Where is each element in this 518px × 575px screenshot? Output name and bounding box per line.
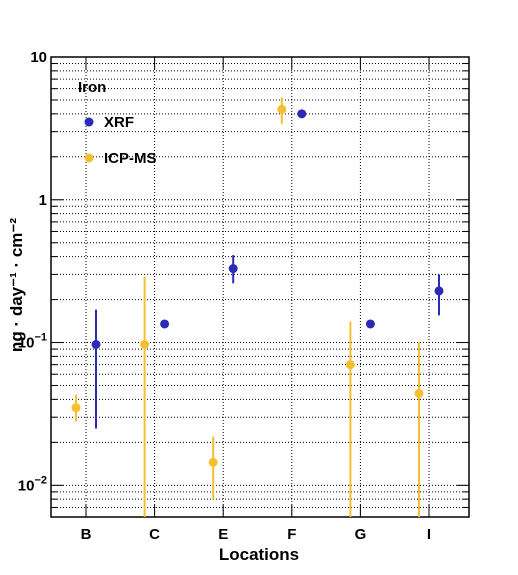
x-tick-label: C [149, 526, 160, 543]
x-tick-label: I [427, 526, 431, 543]
legend-marker-icp-ms [84, 153, 94, 163]
legend-title: Iron [78, 79, 106, 96]
x-tick-label: B [81, 526, 92, 543]
y-axis-tick-labels: 10−2 10−1 1 10 [18, 49, 47, 494]
data-point-icp-ms [140, 339, 150, 349]
x-tick-label: G [355, 526, 367, 543]
x-axis-title: Locations [219, 545, 299, 564]
data-point-xrf [365, 319, 375, 329]
data-point-xrf [160, 319, 170, 329]
data-series [71, 97, 444, 517]
data-point-xrf [228, 264, 238, 274]
x-tick-label: F [287, 526, 296, 543]
series-icp-ms [71, 97, 424, 517]
legend: Iron XRF ICP-MS [78, 79, 157, 167]
data-point-icp-ms [414, 388, 424, 398]
data-point-xrf [434, 286, 444, 296]
data-point-xrf [297, 109, 307, 119]
y-axis-title: ng · day⁻¹ · cm⁻² [7, 218, 26, 352]
legend-label-xrf: XRF [104, 114, 134, 131]
data-point-xrf [91, 339, 101, 349]
legend-label-icp-ms: ICP-MS [104, 150, 157, 167]
x-tick-label: E [218, 526, 228, 543]
y-tick-label: 10 [30, 49, 47, 66]
plot-frame [50, 56, 470, 518]
data-point-icp-ms [345, 360, 355, 370]
y-tick-label: 1 [39, 192, 47, 209]
grid [51, 56, 469, 518]
data-point-icp-ms [208, 457, 218, 467]
data-point-icp-ms [277, 104, 287, 114]
data-point-icp-ms [71, 403, 81, 413]
y-tick-label: 10−2 [18, 474, 47, 494]
y-tick-label: 10−1 [18, 332, 47, 352]
series-xrf [91, 109, 444, 429]
legend-marker-xrf [84, 117, 94, 127]
